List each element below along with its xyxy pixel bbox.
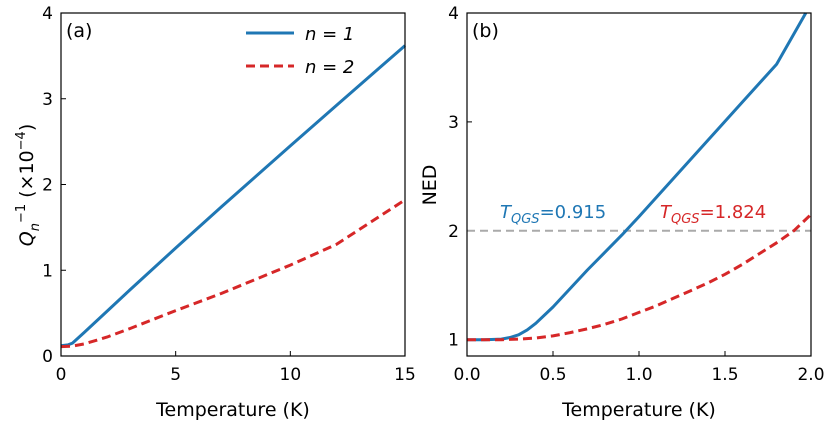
panel-b: 0.0 0.5 1.0 1.5 2.0 1 2 3 4 (b) TQGS=0.915 TQGS=…	[419, 4, 825, 421]
y-tick-label-a-1: 1	[42, 261, 53, 281]
panel-a-frame	[60, 12, 406, 357]
annotation-tqgs-n2: TQGS=1.824	[660, 202, 766, 227]
legend: n = 1 n = 2	[246, 24, 354, 78]
y-tick-label-a-4: 4	[42, 4, 53, 24]
panel-a-label: (a)	[66, 20, 92, 42]
y-tick-label-b-3: 4	[448, 4, 459, 24]
panel-b-xlabel: Temperature (K)	[561, 399, 716, 421]
panel-b-frame	[466, 12, 812, 357]
series-line-b-n2	[467, 213, 813, 342]
y-tick-label-b-2: 3	[448, 113, 459, 133]
panel-b-ylabel: NED	[419, 165, 441, 206]
x-tick-label-b-0: 0.0	[453, 365, 480, 385]
ylabel-sup: −1	[14, 204, 29, 223]
y-tick-label-b-1: 2	[448, 222, 459, 242]
legend-label-n1: n = 1	[305, 24, 354, 45]
panel-a: 0 5 10 15 0 1 2 3 4 (a) n = 1 n = 2 Temperature …	[14, 4, 416, 421]
x-tick-label-a-0: 0	[56, 365, 67, 385]
panel-a-ylabel: Qn−1 (×10−4)	[14, 124, 43, 247]
ylabel-q: Q	[16, 231, 38, 246]
panel-a-xlabel: Temperature (K)	[155, 399, 310, 421]
x-tick-label-a-2: 10	[280, 365, 302, 385]
y-tick-label-a-3: 3	[42, 90, 53, 110]
x-tick-label-b-2: 1.0	[625, 365, 652, 385]
series-line-a-n1	[60, 44, 406, 348]
x-tick-label-b-3: 1.5	[711, 365, 738, 385]
ylabel-unit-post: )	[16, 124, 38, 131]
x-tick-label-b-4: 2.0	[797, 365, 824, 385]
x-tick-label-b-1: 0.5	[539, 365, 566, 385]
y-tick-label-a-2: 2	[42, 176, 53, 196]
y-tick-label-b-0: 1	[448, 331, 459, 351]
series-line-a-n2	[60, 198, 406, 349]
ylabel-sub: n	[28, 223, 43, 231]
series-line-b-n1	[467, 12, 808, 342]
annotation-tqgs-n1: TQGS=0.915	[500, 202, 606, 227]
x-tick-label-a-1: 5	[170, 365, 181, 385]
panel-b-label: (b)	[472, 20, 499, 42]
ylabel-unit-sup: −4	[14, 131, 29, 150]
y-tick-label-a-0: 0	[42, 347, 53, 367]
ylabel-unit-pre: (×10	[16, 150, 38, 198]
legend-label-n2: n = 2	[305, 57, 354, 78]
x-tick-label-a-3: 15	[394, 365, 416, 385]
